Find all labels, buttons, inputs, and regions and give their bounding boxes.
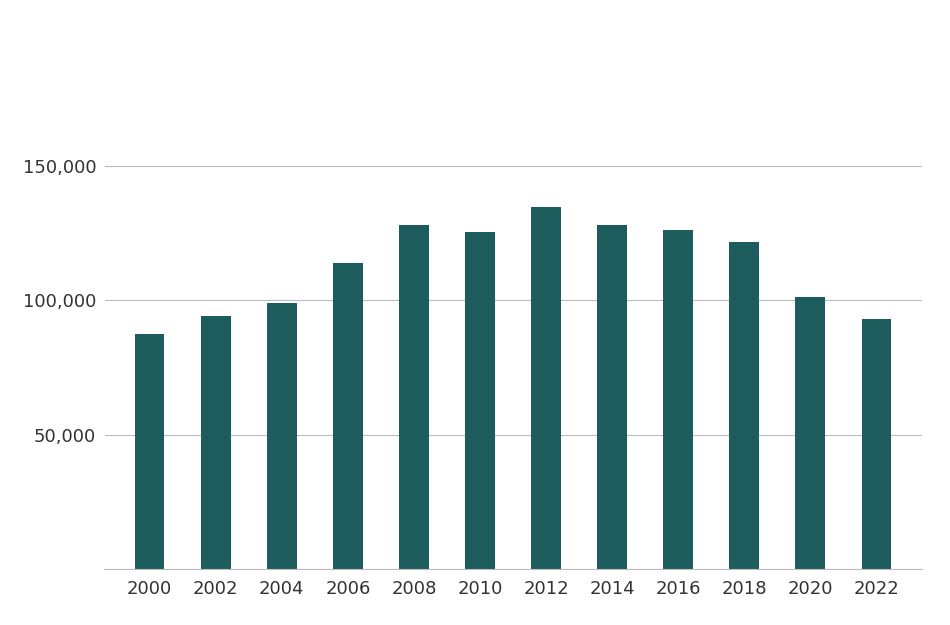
Bar <box>466 232 495 569</box>
Bar <box>795 297 826 569</box>
Bar <box>531 207 560 569</box>
Bar <box>730 242 759 569</box>
Bar <box>332 263 363 569</box>
Bar <box>598 225 627 569</box>
Bar <box>399 225 428 569</box>
Bar <box>663 230 693 569</box>
Bar <box>200 316 231 569</box>
Bar <box>267 303 296 569</box>
Bar <box>135 334 164 569</box>
Bar <box>862 319 891 569</box>
